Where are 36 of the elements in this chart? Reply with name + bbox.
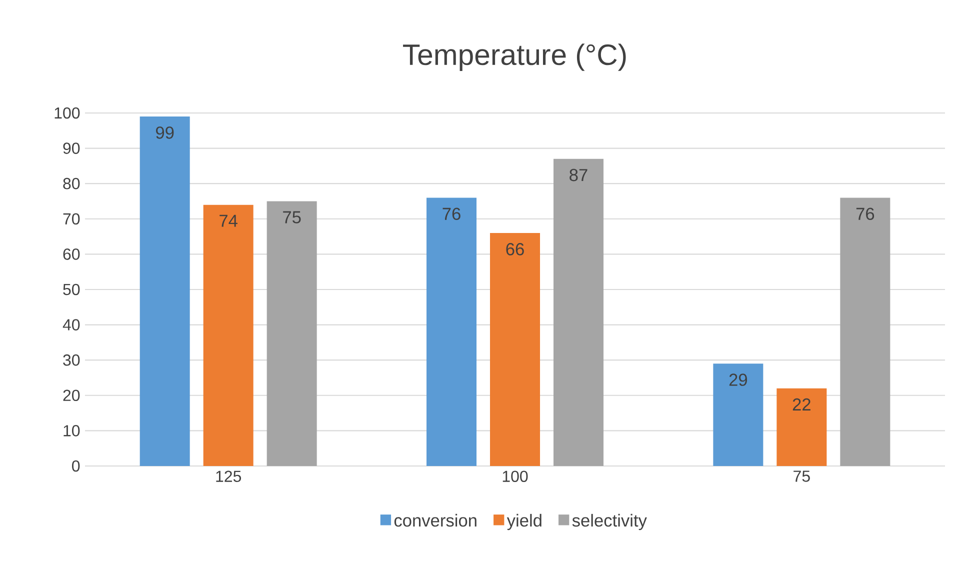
bar <box>140 116 190 466</box>
bar <box>776 388 827 466</box>
x-tick-label: 75 <box>794 470 810 482</box>
chart-title: Temperature (°C) <box>403 44 626 71</box>
y-tick-label: 50 <box>63 284 80 296</box>
data-label: 29 <box>729 374 747 386</box>
bar <box>426 198 477 466</box>
y-tick-label: 60 <box>63 248 80 260</box>
y-tick-label: 40 <box>62 319 80 330</box>
y-tick-label: 90 <box>63 142 80 154</box>
bar <box>840 198 890 466</box>
bar <box>713 364 764 466</box>
bar <box>266 201 317 466</box>
legend-label: conversion <box>394 514 476 527</box>
y-tick-label: 80 <box>63 178 80 190</box>
data-label: 75 <box>283 211 301 224</box>
bar <box>554 158 604 466</box>
y-tick-label: 100 <box>54 107 80 119</box>
y-tick-label: 30 <box>63 354 80 366</box>
y-tick-label: 20 <box>63 390 80 402</box>
data-label: 87 <box>570 168 588 182</box>
x-tick-label: 100 <box>502 470 528 482</box>
y-tick-label: 10 <box>64 425 80 436</box>
data-label: 74 <box>220 214 238 227</box>
bar <box>203 204 254 466</box>
legend-label: yield <box>506 514 542 530</box>
y-tick-label: 70 <box>63 213 80 225</box>
legend-label: selectivity <box>572 514 647 530</box>
y-tick-label: 0 <box>72 460 80 472</box>
bar <box>490 233 540 466</box>
x-tick-label: 125 <box>216 470 241 482</box>
data-label: 22 <box>792 398 810 410</box>
data-label: 66 <box>506 243 524 256</box>
data-label: 99 <box>156 126 174 139</box>
data-label: 76 <box>856 208 874 220</box>
data-label: 76 <box>442 208 460 220</box>
